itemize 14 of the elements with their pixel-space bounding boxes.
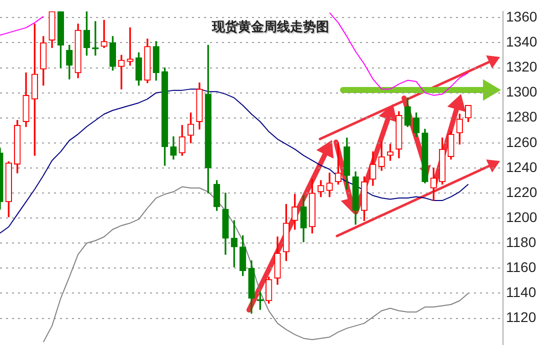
text: 现货黄金周线走势图 (212, 19, 329, 36)
y-tick-label: 1340 (506, 34, 538, 50)
y-tick-label: 1140 (506, 284, 536, 300)
y-tick-label: 1260 (506, 134, 538, 150)
y-tick-label: 1280 (506, 108, 538, 125)
y-tick-label: 1160 (506, 259, 536, 276)
y-tick-label: 1200 (506, 208, 538, 225)
y-tick-label: 1120 (506, 309, 536, 326)
y-tick-label: 1360 (506, 8, 538, 25)
y-tick-label: 1320 (506, 58, 538, 75)
y-tick-label: 1240 (506, 158, 538, 175)
y-tick-label: 1300 (506, 84, 538, 100)
y-tick-label: 1180 (506, 234, 536, 250)
y-tick-label: 1220 (506, 184, 538, 200)
